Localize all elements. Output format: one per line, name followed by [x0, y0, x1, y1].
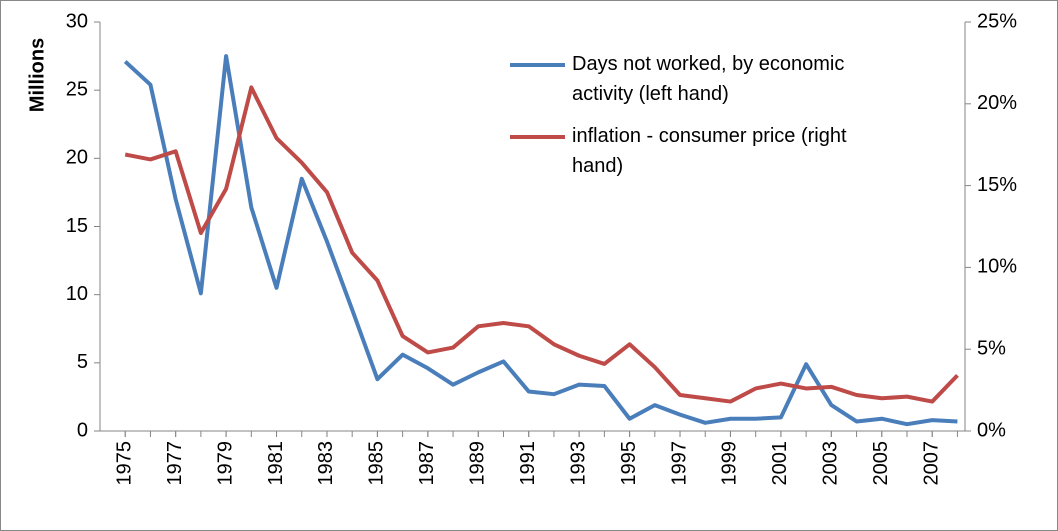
x-tick-label: 1977 — [164, 441, 186, 486]
y-tick-label: 10 — [66, 283, 88, 305]
x-tick-label: 1985 — [366, 441, 388, 486]
y2-tick-label: 10% — [977, 256, 1017, 278]
x-tick-label: 2005 — [870, 441, 892, 486]
data-line — [123, 54, 958, 427]
x-tick-label: 1987 — [416, 441, 438, 486]
y-axis-label: Millions — [26, 38, 48, 112]
y-tick-label: 15 — [66, 215, 88, 237]
y-tick-label: 25 — [66, 78, 88, 100]
legend-label: Days not worked, by economic activity (le… — [572, 53, 844, 105]
data-line — [124, 85, 959, 404]
y-tick-label: 30 — [66, 10, 88, 32]
x-tick-label: 1997 — [668, 441, 690, 486]
x-tick-label: 1983 — [315, 441, 337, 486]
x-tick-label: 2001 — [769, 441, 791, 486]
y2-tick-label: 0% — [977, 419, 1006, 441]
x-tick-label: 1995 — [618, 441, 640, 486]
y2-tick-label: 15% — [977, 174, 1017, 196]
x-tick-label: 1993 — [567, 441, 589, 486]
x-tick-label: 1979 — [214, 441, 236, 486]
y-tick-label: 5 — [77, 351, 88, 373]
legend-label: inflation - consumer price (right hand) — [572, 125, 847, 177]
x-tick-label: 2003 — [820, 441, 842, 486]
x-tick-label: 2007 — [920, 441, 942, 486]
x-tick-label: 1989 — [467, 441, 489, 486]
y2-tick-label: 20% — [977, 92, 1017, 114]
y2-tick-label: 25% — [977, 10, 1017, 32]
x-tick-label: 1999 — [719, 441, 741, 486]
y-tick-label: 20 — [66, 147, 88, 169]
y2-tick-label: 5% — [977, 337, 1006, 359]
y-tick-label: 0 — [77, 419, 88, 441]
x-tick-label: 1991 — [517, 441, 539, 486]
x-tick-label: 1981 — [265, 441, 287, 486]
x-tick-label: 1975 — [113, 441, 135, 486]
